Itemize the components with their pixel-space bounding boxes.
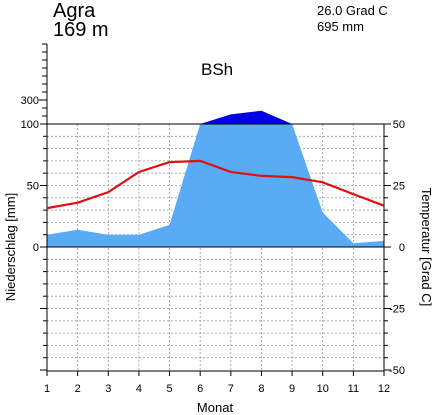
x-axis-title: Monat xyxy=(197,400,234,415)
left-tick-label: 300 xyxy=(21,95,39,107)
x-tick-label: 2 xyxy=(75,383,81,395)
precipitation-excess-fill xyxy=(200,110,293,124)
x-tick-label: 9 xyxy=(289,383,295,395)
x-tick-label: 3 xyxy=(105,383,111,395)
x-tick-label: 8 xyxy=(258,383,264,395)
x-tick-label: 11 xyxy=(348,383,359,395)
climate-class-label: BSh xyxy=(201,60,234,79)
temperature-curve xyxy=(46,159,385,210)
station-altitude: 169 m xyxy=(53,19,109,41)
annual-precipitation: 695 mm xyxy=(317,19,364,34)
right-tick-label: 50 xyxy=(393,119,405,131)
right-axis-title: Temperatur [Grad C] xyxy=(419,188,434,307)
x-tick-label: 7 xyxy=(228,383,234,395)
temperature-line xyxy=(46,159,385,210)
x-tick-label: 6 xyxy=(197,383,203,395)
station-name: Agra xyxy=(53,0,96,22)
x-tick-label: 12 xyxy=(378,383,390,395)
left-tick-label: 100 xyxy=(21,119,39,131)
right-tick-label: 25 xyxy=(393,181,405,193)
axes xyxy=(39,43,391,376)
axis-labels: 1 2 3 4 5 6 7 8 9 10 11 12050100300-50-2502550Monat… xyxy=(3,95,434,415)
x-tick-label: 5 xyxy=(166,383,172,395)
precipitation-fill xyxy=(47,124,384,247)
right-tick-label: -25 xyxy=(389,304,405,316)
left-axis-title: Niederschlag [mm] xyxy=(3,193,18,301)
x-tick-label: 1 xyxy=(44,383,50,395)
left-tick-label: 50 xyxy=(27,181,39,193)
left-tick-label: 0 xyxy=(33,242,39,254)
right-tick-label: -50 xyxy=(389,365,405,377)
right-tick-label: 0 xyxy=(399,242,405,254)
annual-mean-temperature: 26.0 Grad C xyxy=(317,3,388,18)
x-tick-label: 10 xyxy=(317,383,329,395)
x-tick-label: 4 xyxy=(136,383,142,395)
precipitation-area xyxy=(47,110,384,247)
